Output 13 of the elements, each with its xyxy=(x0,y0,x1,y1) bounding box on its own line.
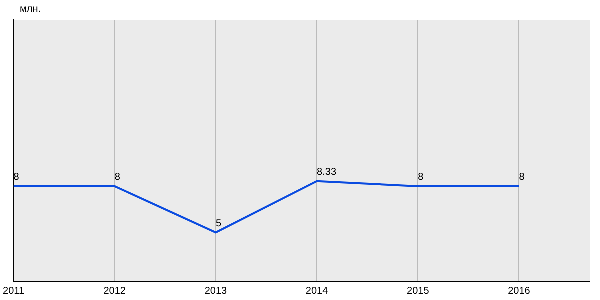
data-label: 8 xyxy=(418,172,424,184)
data-label: 8 xyxy=(114,172,121,184)
y-axis-title: млн. xyxy=(20,4,42,15)
data-label: 8 xyxy=(14,172,20,184)
x-tick-label: 2013 xyxy=(204,286,228,297)
x-tick-label: 2014 xyxy=(306,286,329,297)
x-tick-label: 2012 xyxy=(104,286,126,297)
x-tick-label: 2016 xyxy=(508,286,531,297)
data-label: 8 xyxy=(519,172,526,184)
x-tick-label: 2011 xyxy=(2,286,25,297)
data-label: 8.33 xyxy=(317,167,337,178)
data-label: 5 xyxy=(216,218,222,230)
x-tick-label: 2015 xyxy=(407,286,430,297)
